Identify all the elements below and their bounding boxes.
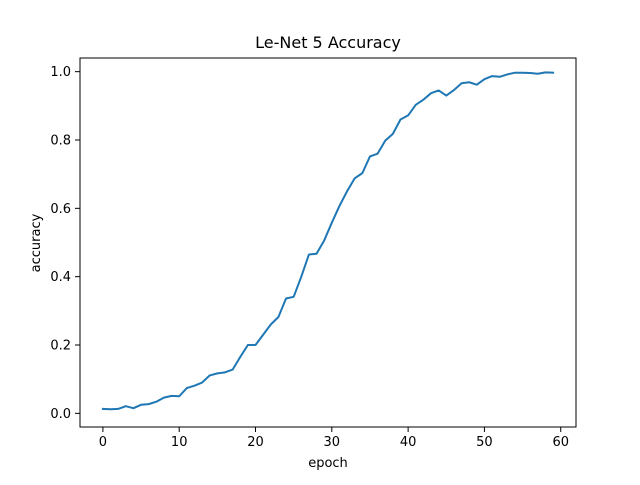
x-tick-label: 40 (400, 435, 417, 450)
y-tick-label: 0.6 (50, 202, 71, 217)
y-tick-label: 0.8 (50, 134, 71, 149)
x-tick-label: 50 (476, 435, 493, 450)
x-tick-label: 30 (324, 435, 341, 450)
y-axis-label: accuracy (29, 213, 44, 272)
y-tick-label: 0.2 (50, 339, 71, 354)
x-tick-label: 60 (552, 435, 569, 450)
y-tick-label: 0.0 (50, 407, 71, 422)
series-line (101, 71, 555, 411)
y-tick-label: 0.4 (50, 270, 71, 285)
x-tick-label: 0 (99, 435, 107, 450)
x-tick-label: 10 (171, 435, 188, 450)
y-tick-label: 1.0 (50, 65, 71, 80)
chart-title: Le-Net 5 Accuracy (255, 33, 401, 52)
x-axis-label: epoch (308, 456, 348, 471)
axes-frame (79, 57, 577, 428)
x-tick-label: 20 (247, 435, 264, 450)
